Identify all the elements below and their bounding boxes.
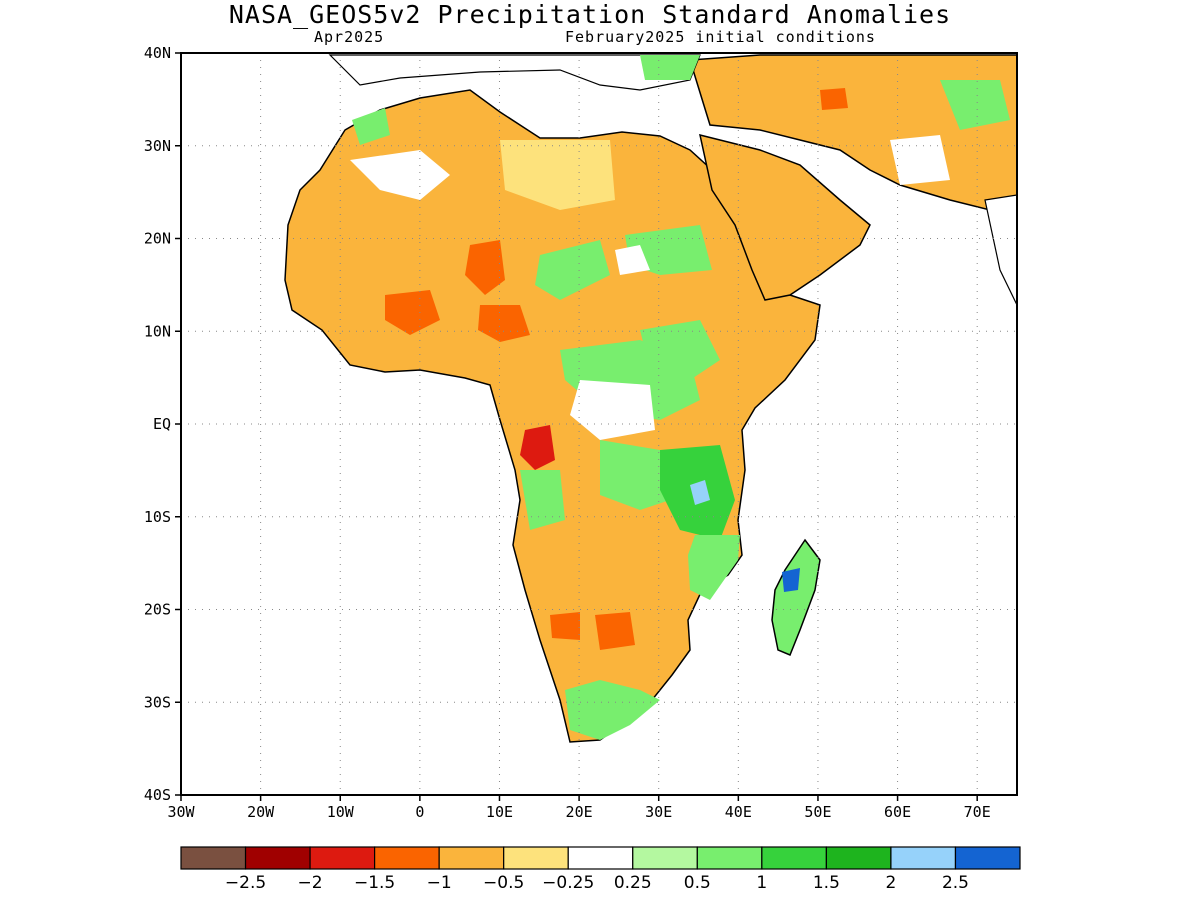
green-patch-iran (940, 80, 1010, 130)
colorbar-label: −2.5 (225, 873, 266, 893)
colorbar-label: 2 (886, 873, 897, 893)
lat-tick-label: 20S (144, 601, 171, 619)
red-patch-namibia (550, 612, 580, 640)
madagascar-land (771, 538, 821, 656)
colorbar-label: 1.5 (813, 873, 840, 893)
colorbar-swatch (890, 846, 957, 870)
lat-tick-label: 10N (144, 322, 171, 340)
colorbar-swatch (696, 846, 763, 870)
white-patch-sahara (350, 150, 450, 200)
colorbar-swatch (309, 846, 376, 870)
lon-tick-label: 10W (327, 803, 355, 821)
longitude-axis: 30W 20W 10W 0 10E 20E 30E 40E 50E 60E 70E (167, 795, 991, 821)
lon-tick-label: 40E (725, 803, 752, 821)
green-patch-ethiopia (640, 320, 720, 380)
lat-tick-label: 20N (144, 230, 171, 248)
colorbar: −2.5 −2 −1.5 −1 −0.5 −0.25 0.25 0.5 1 1.5 2 2.5 (180, 846, 1021, 893)
lon-tick-label: 30E (645, 803, 672, 821)
arabia-land (699, 133, 871, 301)
red-patch-westafrica (385, 290, 440, 335)
red-patch-botswana (595, 612, 635, 650)
subtitle-forecast-month: Apr2025 (314, 28, 385, 46)
colorbar-label: −1.5 (354, 873, 395, 893)
anomaly-patches (350, 55, 1010, 740)
green-patch-morocco (352, 108, 390, 145)
lat-tick-label: 10S (144, 508, 171, 526)
green-patch-southafrica (565, 680, 660, 740)
colorbar-label: −1 (427, 873, 452, 893)
colorbar-swatch (180, 846, 247, 870)
colorbar-swatch (761, 846, 827, 870)
green-patch-mozambique (688, 535, 740, 600)
lon-tick-label: 10E (486, 803, 513, 821)
blue-patch-tanzania (690, 480, 710, 505)
colorbar-swatch (244, 846, 311, 870)
blue-patch-madagascar (782, 568, 800, 592)
colorbar-swatch (374, 846, 440, 870)
subtitle-initial-conditions: February2025 initial conditions (565, 28, 876, 46)
colorbar-label: −0.25 (542, 873, 594, 893)
colorbar-label: −2 (298, 873, 323, 893)
yellow-patch-egypt (500, 140, 615, 210)
lat-tick-label: 40N (144, 44, 171, 62)
colorbar-label: 0.5 (684, 873, 711, 893)
red-patch-gabon (520, 425, 555, 470)
latitude-axis: 40N 30N 20N 10N EQ 10S 20S 30S 40S (144, 44, 181, 804)
colorbar-label: 2.5 (942, 873, 969, 893)
lat-tick-label: 40S (144, 786, 171, 804)
india-land (984, 194, 1017, 306)
colorbar-swatch (954, 846, 1021, 870)
grid-lines (181, 53, 1017, 795)
white-patch-sudan (615, 245, 650, 275)
green-patch-iraq (640, 55, 700, 80)
lat-tick-label: 30N (144, 137, 171, 155)
lon-tick-label: 50E (804, 803, 831, 821)
green-patch-angola (520, 470, 565, 530)
green-patch-drc (600, 440, 670, 510)
lon-tick-label: 20E (566, 803, 593, 821)
red-patch-niger (465, 240, 505, 295)
white-patch-iran (890, 135, 950, 185)
lon-tick-label: 70E (964, 803, 991, 821)
colorbar-swatch (567, 846, 634, 870)
lon-tick-label: 60E (884, 803, 911, 821)
chart-title: NASA_GEOS5v2 Precipitation Standard Anom… (228, 0, 952, 29)
colorbar-swatch (632, 846, 698, 870)
colorbar-swatch (825, 846, 892, 870)
lon-tick-label: 0 (415, 803, 424, 821)
white-patch-congo (570, 380, 655, 440)
lat-tick-label: 30S (144, 693, 171, 711)
colorbar-swatch (438, 846, 505, 870)
lon-tick-label: 30W (167, 803, 195, 821)
lat-tick-label: EQ (153, 415, 171, 433)
colorbar-swatch (503, 846, 569, 870)
colorbar-label: 0.25 (614, 873, 652, 893)
red-patch-iran (820, 88, 848, 110)
lon-tick-label: 20W (247, 803, 275, 821)
green-patch-chad (535, 240, 610, 300)
map-field (284, 54, 1017, 743)
colorbar-label: −0.5 (483, 873, 524, 893)
red-patch-nigeria (478, 305, 530, 342)
colorbar-label: 1 (756, 873, 767, 893)
